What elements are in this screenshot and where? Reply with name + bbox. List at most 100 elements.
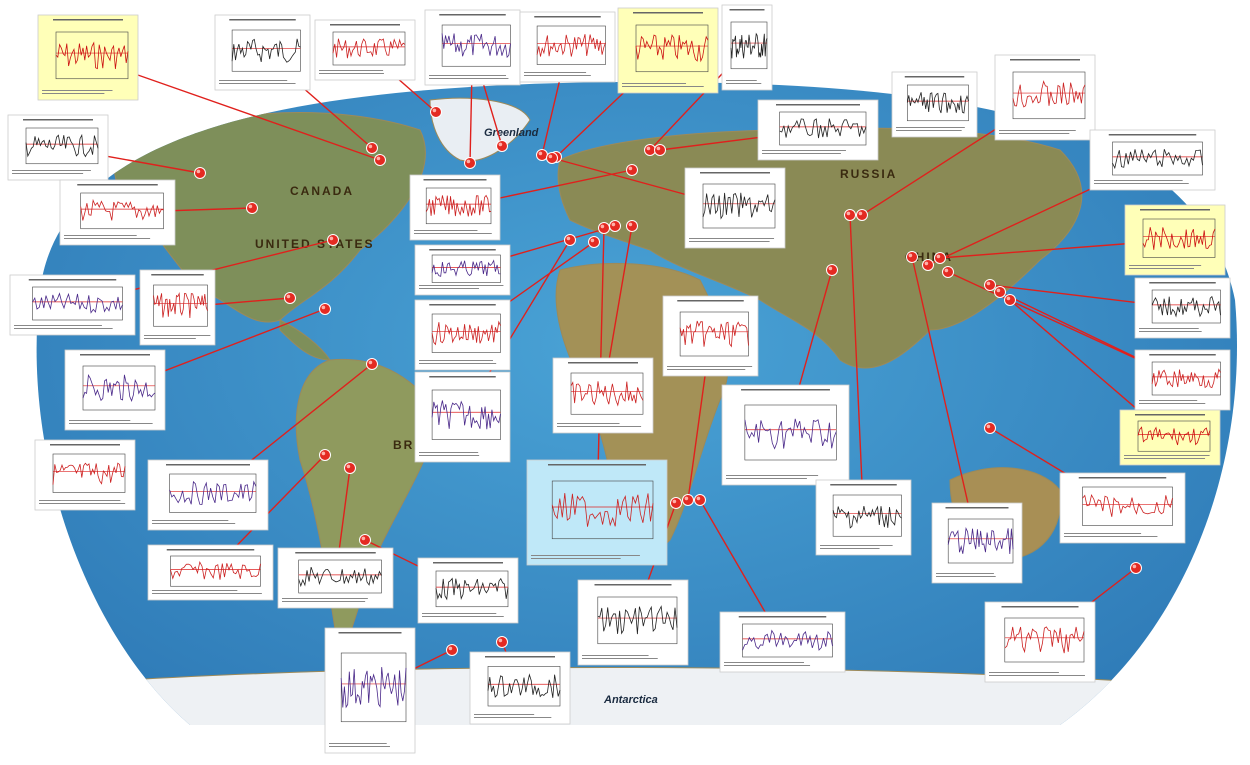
caption-line [282, 601, 366, 602]
caption-line [1094, 180, 1183, 181]
chart-thumbnail [414, 371, 511, 463]
thumbnail-frame [487, 666, 561, 707]
thumbnail-frame [431, 254, 501, 283]
thumbnail-background [469, 651, 571, 725]
caption-line [42, 93, 105, 94]
chart-thumbnail [719, 611, 846, 673]
caption-line [820, 545, 893, 546]
site-marker-highlight [448, 646, 453, 651]
thumbnail-trace [80, 198, 164, 221]
thumbnail-background [417, 557, 519, 624]
chart-thumbnail [414, 299, 511, 371]
thumbnail-trace [332, 38, 406, 59]
caption-line [762, 150, 846, 151]
site-marker [644, 144, 656, 156]
caption-line [1064, 533, 1142, 534]
thumbnail-trace [431, 320, 501, 346]
thumbnail-frame [832, 494, 902, 537]
caption-line [422, 616, 504, 617]
thumbnail-trace [52, 462, 126, 485]
caption-line [999, 130, 1076, 131]
caption-line [414, 233, 492, 234]
thumbnail-frame [169, 473, 257, 513]
caption-line [667, 369, 746, 370]
caption-line [1124, 458, 1206, 459]
chart-thumbnail [519, 11, 616, 83]
site-marker [344, 462, 356, 474]
site-marker-highlight [908, 253, 913, 258]
caption-line [1129, 268, 1194, 269]
thumbnail-frame [779, 111, 867, 146]
chart-thumbnail [214, 14, 311, 91]
title-line [295, 552, 376, 554]
caption-line [989, 675, 1085, 676]
title-line [738, 616, 827, 618]
thumbnail-background [891, 71, 978, 138]
chart-thumbnail [1134, 277, 1231, 339]
site-marker [374, 154, 386, 166]
thumbnail-trace [536, 34, 606, 57]
site-marker [366, 142, 378, 154]
site-marker [906, 251, 918, 263]
thumbnail-frame [906, 84, 969, 122]
thumbnail-trace [487, 673, 561, 698]
chart-thumbnail [7, 114, 109, 181]
caption-line [531, 558, 621, 559]
site-marker [844, 209, 856, 221]
connector [911, 256, 978, 544]
site-marker [942, 266, 954, 278]
thumbnail-trace [153, 292, 208, 319]
site-marker-highlight [566, 236, 571, 241]
place-label: Greenland [484, 127, 539, 139]
thumbnail-frame [742, 623, 833, 658]
caption-line [936, 573, 994, 574]
site-marker-highlight [321, 305, 326, 310]
caption-line [557, 423, 620, 424]
site-marker [654, 144, 666, 156]
site-marker [922, 259, 934, 271]
title-line [166, 464, 250, 466]
site-marker [934, 252, 946, 264]
title-line [548, 464, 646, 466]
title-line [77, 184, 158, 186]
thumbnail-frame [551, 480, 654, 540]
caption-line [726, 80, 757, 81]
thumbnail-frame [1082, 486, 1173, 526]
thumbnail-frame [947, 518, 1014, 564]
thumbnail-trace [1112, 149, 1203, 170]
chart-thumbnail [9, 274, 136, 336]
site-marker-highlight [286, 294, 291, 299]
caption-line [219, 83, 296, 84]
caption-line [329, 743, 387, 744]
caption-line [667, 366, 753, 367]
thumbnail-background [994, 54, 1096, 141]
caption-line [12, 170, 91, 171]
thumbnail-trace [570, 381, 644, 407]
title-line [904, 76, 965, 78]
thumbnail-frame [80, 192, 164, 230]
thumbnail-trace [431, 400, 501, 430]
title-line [1108, 134, 1197, 136]
thumbnail-trace [231, 38, 301, 63]
thumbnail-frame [679, 311, 749, 357]
caption-line [582, 658, 658, 659]
chart-thumbnail [1134, 349, 1231, 411]
thumbnail-trace [32, 292, 123, 314]
site-marker [1004, 294, 1016, 306]
site-marker-highlight [361, 536, 366, 541]
thumbnail-frame [25, 127, 99, 165]
title-line [338, 632, 402, 634]
caption-line [419, 360, 493, 361]
caption-line [726, 478, 807, 479]
caption-line [622, 83, 687, 84]
caption-line [39, 500, 121, 501]
caption-line [422, 613, 497, 614]
site-marker-highlight [498, 142, 503, 147]
caption-line [152, 593, 262, 594]
site-marker [626, 164, 638, 176]
site-marker-highlight [321, 451, 326, 456]
site-marker [1130, 562, 1142, 574]
caption-line [524, 75, 591, 76]
title-line [1010, 59, 1080, 61]
